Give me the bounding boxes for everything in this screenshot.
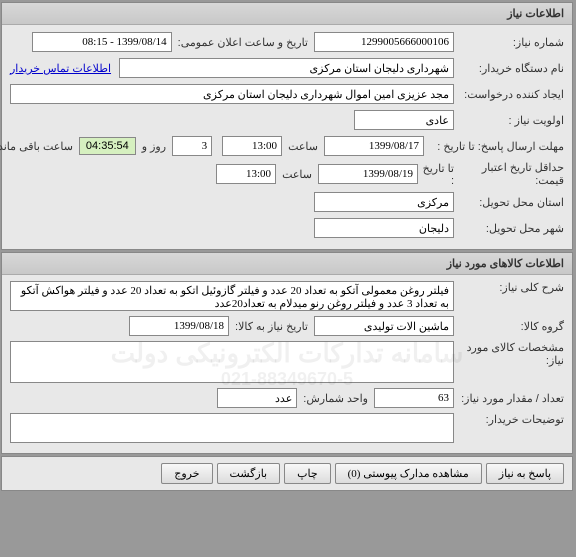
days-label: روز و: [137, 140, 173, 153]
row-org: نام دستگاه خریدار: اطلاعات تماس خریدار: [11, 57, 565, 79]
countdown-timer: 04:35:54: [80, 137, 137, 155]
row-spec: مشخصات کالای مورد نیاز:: [11, 341, 565, 383]
goods-info-header: اطلاعات کالاهای مورد نیاز: [3, 253, 573, 275]
org-label: نام دستگاه خریدار:: [455, 62, 565, 75]
need-info-header: اطلاعات نیاز: [3, 3, 573, 25]
announce-input[interactable]: [33, 32, 173, 52]
request-no-input[interactable]: [315, 32, 455, 52]
need-info-panel: اطلاعات نیاز شماره نیاز: تاریخ و ساعت اع…: [2, 2, 574, 250]
org-input[interactable]: [120, 58, 455, 78]
days-input[interactable]: [173, 136, 213, 156]
row-delivery-province: استان محل تحویل:: [11, 191, 565, 213]
delivery-city-input[interactable]: [315, 218, 455, 238]
validity-time-label: ساعت: [277, 168, 319, 181]
announce-label: تاریخ و ساعت اعلان عمومی:: [173, 36, 315, 49]
spec-input[interactable]: [11, 341, 455, 383]
qty-label: تعداد / مقدار مورد نیاز:: [455, 392, 565, 405]
validity-label: حداقل تاریخ اعتبار قیمت:: [455, 161, 565, 187]
row-delivery-city: شهر محل تحویل:: [11, 217, 565, 239]
need-date-label: تاریخ نیاز به کالا:: [230, 320, 315, 333]
row-request-no: شماره نیاز: تاریخ و ساعت اعلان عمومی:: [11, 31, 565, 53]
goods-info-panel: اطلاعات کالاهای مورد نیاز سامانه تدارکات…: [2, 252, 574, 454]
buyer-notes-input[interactable]: [11, 413, 455, 443]
back-button[interactable]: بازگشت: [218, 463, 282, 484]
buyer-contact-link[interactable]: اطلاعات تماس خریدار: [11, 62, 112, 75]
row-group: گروه کالا: تاریخ نیاز به کالا:: [11, 315, 565, 337]
remaining-label: ساعت باقی مانده: [0, 140, 80, 153]
unit-input[interactable]: [218, 388, 298, 408]
creator-label: ایجاد کننده درخواست:: [455, 88, 565, 101]
row-qty: تعداد / مقدار مورد نیاز: واحد شمارش:: [11, 387, 565, 409]
deadline-time-label: ساعت: [283, 140, 325, 153]
button-bar: پاسخ به نیاز مشاهده مدارک پیوستی (0) چاپ…: [2, 456, 574, 491]
priority-label: اولویت نیاز :: [455, 114, 565, 127]
validity-time-input[interactable]: [217, 164, 277, 184]
goods-info-body: سامانه تدارکات الکترونیکی دولت 021-88349…: [3, 275, 573, 453]
row-validity: حداقل تاریخ اعتبار قیمت: تا تاریخ : ساعت: [11, 161, 565, 187]
delivery-city-label: شهر محل تحویل:: [455, 222, 565, 235]
desc-label: شرح کلی نیاز:: [455, 281, 565, 294]
deadline-date-input[interactable]: [325, 136, 425, 156]
validity-date-input[interactable]: [319, 164, 419, 184]
deadline-label: مهلت ارسال پاسخ: تا تاریخ :: [425, 140, 565, 153]
print-button[interactable]: چاپ: [285, 463, 332, 484]
desc-input[interactable]: [11, 281, 455, 311]
row-deadline: مهلت ارسال پاسخ: تا تاریخ : ساعت روز و 0…: [11, 135, 565, 157]
need-info-body: شماره نیاز: تاریخ و ساعت اعلان عمومی: نا…: [3, 25, 573, 249]
row-priority: اولویت نیاز :: [11, 109, 565, 131]
unit-label: واحد شمارش:: [298, 392, 375, 405]
attachments-button[interactable]: مشاهده مدارک پیوستی (0): [336, 463, 483, 484]
group-input[interactable]: [315, 316, 455, 336]
row-buyer-notes: توضیحات خریدار:: [11, 413, 565, 443]
delivery-province-input[interactable]: [315, 192, 455, 212]
creator-input[interactable]: [11, 84, 455, 104]
qty-input[interactable]: [375, 388, 455, 408]
buyer-notes-label: توضیحات خریدار:: [455, 413, 565, 426]
deadline-time-input[interactable]: [223, 136, 283, 156]
exit-button[interactable]: خروج: [162, 463, 213, 484]
row-desc: شرح کلی نیاز:: [11, 281, 565, 311]
respond-button[interactable]: پاسخ به نیاز: [487, 463, 565, 484]
request-no-label: شماره نیاز:: [455, 36, 565, 49]
priority-input[interactable]: [355, 110, 455, 130]
validity-sub: تا تاریخ :: [419, 162, 455, 187]
group-label: گروه کالا:: [455, 320, 565, 333]
delivery-province-label: استان محل تحویل:: [455, 196, 565, 209]
row-creator: ایجاد کننده درخواست:: [11, 83, 565, 105]
spec-label: مشخصات کالای مورد نیاز:: [455, 341, 565, 367]
need-date-input[interactable]: [130, 316, 230, 336]
